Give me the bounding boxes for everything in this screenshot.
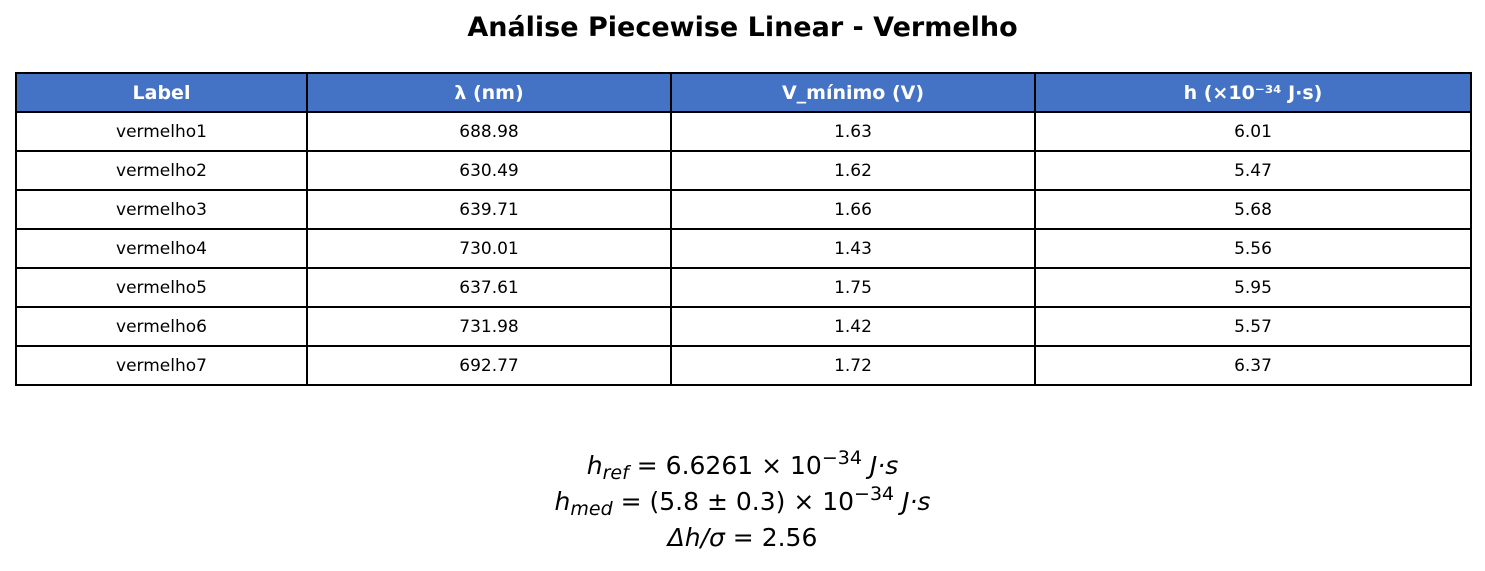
formula-h-med: hmed = (5.8 ± 0.3) × 10−34 J·s xyxy=(0,484,1485,520)
table-cell: 5.47 xyxy=(1034,150,1472,191)
table-cell: 5.95 xyxy=(1034,267,1472,308)
results-table: Label λ (nm) V_mínimo (V) h (×10⁻³⁴ J·s) ve… xyxy=(15,72,1472,386)
formula-h-ref: href = 6.6261 × 10−34 J·s xyxy=(0,448,1485,484)
table-row: vermelho4 730.01 1.43 5.56 xyxy=(15,228,1472,269)
delta-value: = 2.56 xyxy=(732,523,818,552)
table-cell: vermelho5 xyxy=(15,267,308,308)
table-row: vermelho2 630.49 1.62 5.47 xyxy=(15,150,1472,191)
h-med-subscript: med xyxy=(570,498,613,520)
table-cell: 1.72 xyxy=(670,345,1036,386)
table-cell: vermelho6 xyxy=(15,306,308,347)
h-ref-subscript: ref xyxy=(602,462,629,484)
h-med-exponent: −34 xyxy=(854,483,895,505)
table-cell: 1.42 xyxy=(670,306,1036,347)
table-cell: 6.01 xyxy=(1034,111,1472,152)
formula-delta: Δh/σ = 2.56 xyxy=(0,520,1485,556)
table-cell: 639.71 xyxy=(306,189,672,230)
table-cell: 637.61 xyxy=(306,267,672,308)
table-cell: 692.77 xyxy=(306,345,672,386)
table-cell: 1.62 xyxy=(670,150,1036,191)
table-cell: 630.49 xyxy=(306,150,672,191)
delta-expression: Δh/σ xyxy=(667,523,725,552)
table-cell: 1.43 xyxy=(670,228,1036,269)
h-ref-unit: J·s xyxy=(869,451,899,480)
chart-title: Análise Piecewise Linear - Vermelho xyxy=(467,12,1018,43)
table-cell: 731.98 xyxy=(306,306,672,347)
column-header-2: V_mínimo (V) xyxy=(670,72,1036,113)
table-cell: 1.63 xyxy=(670,111,1036,152)
table-row: vermelho6 731.98 1.42 5.57 xyxy=(15,306,1472,347)
table-cell: 730.01 xyxy=(306,228,672,269)
table-row: vermelho1 688.98 1.63 6.01 xyxy=(15,111,1472,152)
h-med-value: = (5.8 ± 0.3) × 10 xyxy=(620,487,855,516)
h-ref-value: = 6.6261 × 10 xyxy=(636,451,822,480)
table-cell: 1.75 xyxy=(670,267,1036,308)
column-header-1: λ (nm) xyxy=(306,72,672,113)
table-row: vermelho5 637.61 1.75 5.95 xyxy=(15,267,1472,308)
table-cell: 5.68 xyxy=(1034,189,1472,230)
table-cell: vermelho4 xyxy=(15,228,308,269)
table-body: vermelho1 688.98 1.63 6.01 vermelho2 630.49 1.… xyxy=(15,111,1472,386)
h-ref-exponent: −34 xyxy=(821,447,862,469)
column-header-3: h (×10⁻³⁴ J·s) xyxy=(1034,72,1472,113)
h-med-unit: J·s xyxy=(902,487,931,516)
table-cell: 5.56 xyxy=(1034,228,1472,269)
table-cell: 688.98 xyxy=(306,111,672,152)
table-cell: 6.37 xyxy=(1034,345,1472,386)
table-row: vermelho7 692.77 1.72 6.37 xyxy=(15,345,1472,386)
table-cell: vermelho1 xyxy=(15,111,308,152)
table-cell: 5.57 xyxy=(1034,306,1472,347)
h-ref-symbol: h xyxy=(586,451,603,480)
table-header-row: Label λ (nm) V_mínimo (V) h (×10⁻³⁴ J·s) xyxy=(15,72,1472,113)
table-row: vermelho3 639.71 1.66 5.68 xyxy=(15,189,1472,230)
table-cell: 1.66 xyxy=(670,189,1036,230)
table-cell: vermelho3 xyxy=(15,189,308,230)
table-cell: vermelho7 xyxy=(15,345,308,386)
h-med-symbol: h xyxy=(554,487,571,516)
table-cell: vermelho2 xyxy=(15,150,308,191)
formula-block: href = 6.6261 × 10−34 J·s hmed = (5.8 ± … xyxy=(0,448,1485,556)
column-header-0: Label xyxy=(15,72,308,113)
